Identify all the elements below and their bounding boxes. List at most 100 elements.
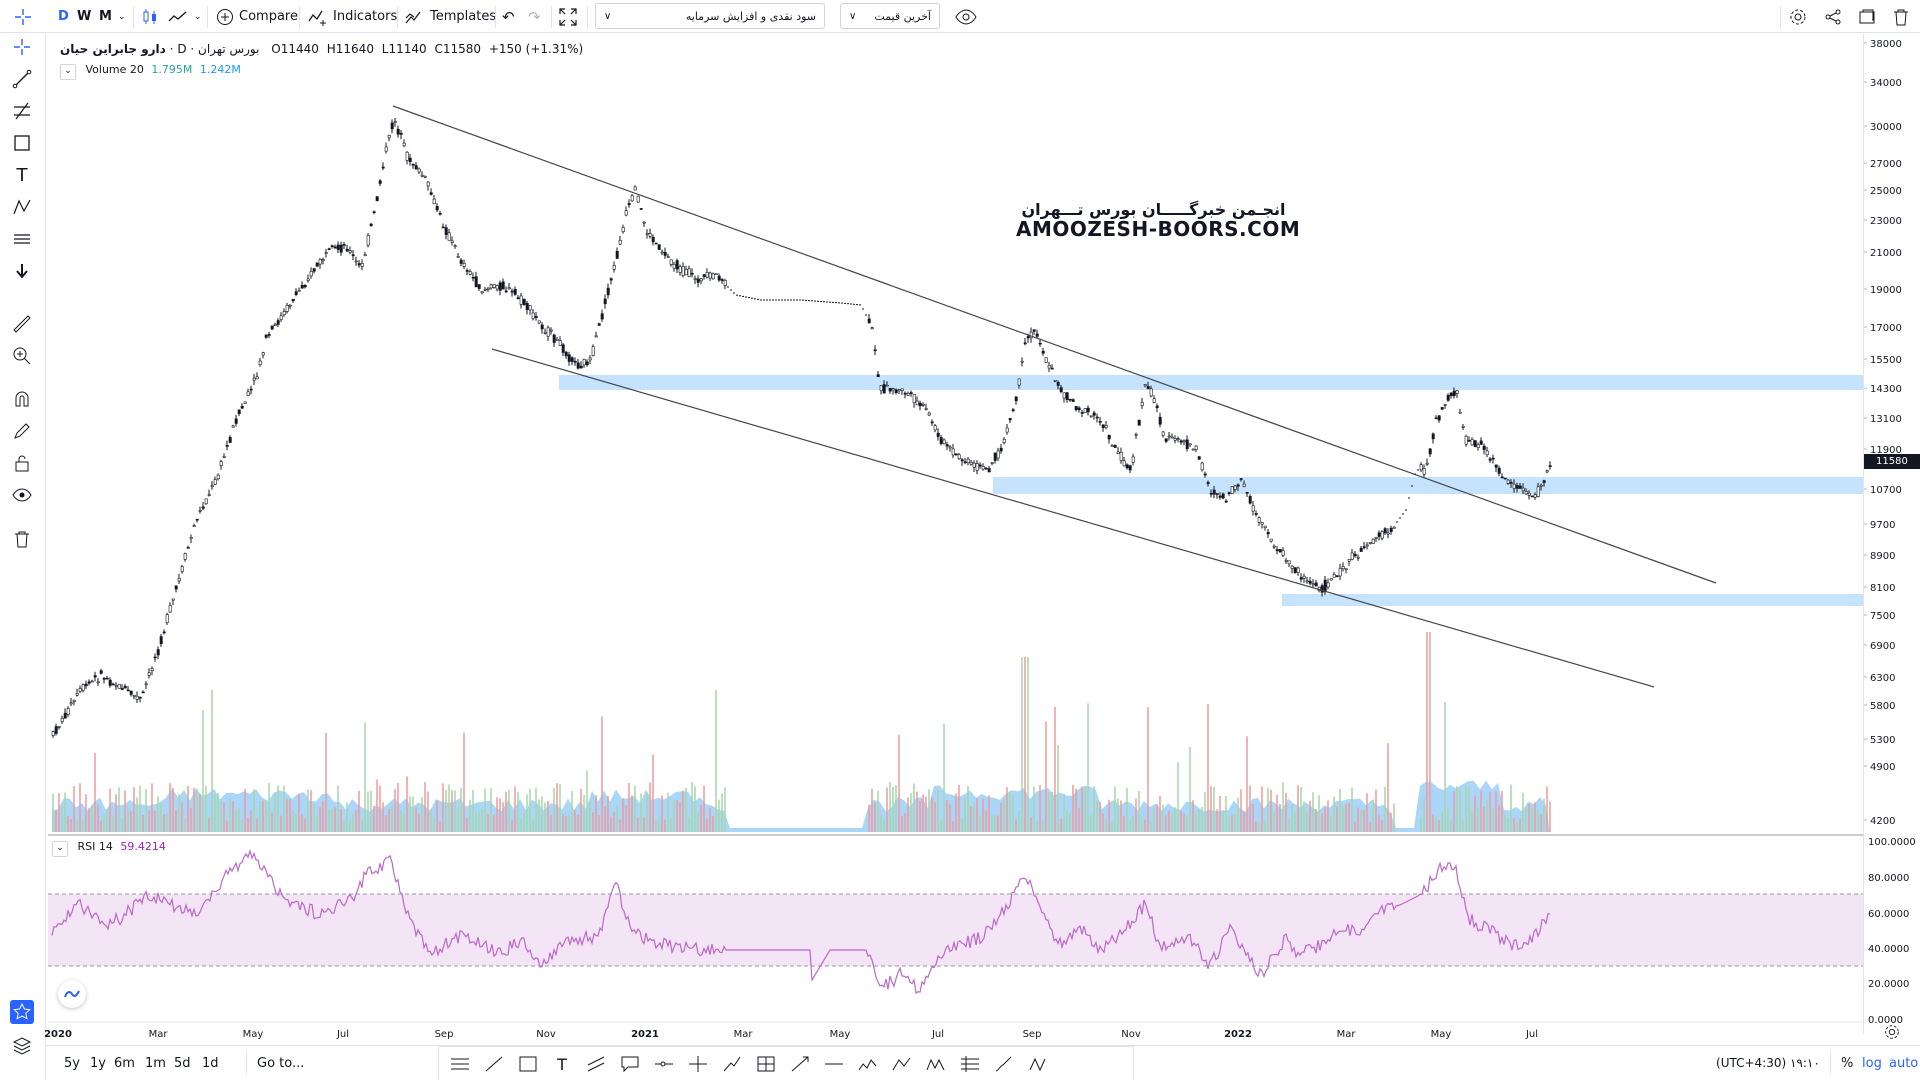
- line-chart-icon[interactable]: [168, 0, 188, 33]
- arrow-down-icon[interactable]: [10, 259, 34, 283]
- brush-icon[interactable]: [989, 1049, 1019, 1079]
- collapse-chevron-icon[interactable]: ⌄: [52, 841, 68, 857]
- eye-icon[interactable]: [955, 0, 977, 33]
- candles-icon[interactable]: [141, 0, 159, 33]
- time-axis-label: May: [243, 1029, 264, 1040]
- cross-line-icon[interactable]: [683, 1049, 713, 1079]
- lock-icon[interactable]: [10, 451, 34, 475]
- indicators-button[interactable]: Indicators: [308, 0, 397, 33]
- trash-icon[interactable]: [1893, 0, 1909, 33]
- compare-button[interactable]: Compare: [216, 0, 298, 33]
- volume-bar: [559, 784, 561, 832]
- volume-bar: [184, 818, 186, 832]
- templates-button[interactable]: Templates: [405, 0, 496, 33]
- interval-m[interactable]: M: [99, 9, 112, 24]
- range-1y[interactable]: 1y: [90, 1055, 106, 1071]
- pitchfork-icon[interactable]: [955, 1049, 985, 1079]
- ruler-icon[interactable]: [10, 312, 34, 336]
- fullscreen-icon[interactable]: [559, 0, 577, 33]
- text-tool-icon[interactable]: T: [16, 164, 28, 186]
- candle-body: [1527, 492, 1531, 496]
- volume-bar: [694, 786, 696, 832]
- grid-frame-icon[interactable]: [751, 1049, 781, 1079]
- candle-body: [1428, 448, 1432, 455]
- favorites-star-icon[interactable]: [10, 1000, 34, 1024]
- undo-icon[interactable]: ↶: [502, 7, 515, 26]
- candle-body: [270, 325, 274, 330]
- chevron-down-icon[interactable]: ⌄: [118, 11, 126, 22]
- candle-body: [936, 432, 940, 437]
- volume-bar: [1426, 632, 1428, 832]
- elliott-wave-icon[interactable]: [853, 1049, 883, 1079]
- magnet-icon[interactable]: [10, 387, 34, 411]
- candle-body: [99, 670, 103, 674]
- text-icon[interactable]: T: [557, 1054, 567, 1074]
- trend-line-icon[interactable]: [479, 1049, 509, 1079]
- pattern-tool-icon[interactable]: [10, 195, 34, 219]
- arrow-marker-icon[interactable]: [785, 1049, 815, 1079]
- range-5y[interactable]: 5y: [64, 1055, 80, 1071]
- rsi-label[interactable]: RSI 14: [77, 840, 113, 853]
- candle-body: [360, 263, 364, 267]
- candle-body: [207, 494, 211, 496]
- support-resistance-zone[interactable]: [1282, 594, 1863, 606]
- collapse-chevron-icon[interactable]: ⌄: [60, 64, 76, 80]
- support-resistance-zone[interactable]: [559, 375, 1863, 390]
- horizontal-ray-icon[interactable]: [649, 1049, 679, 1079]
- chart-settings-gear-icon[interactable]: [1883, 1023, 1901, 1045]
- fib-tool-icon[interactable]: [10, 99, 34, 123]
- timezone-button[interactable]: ۱۹:۱۰ (UTC+4:30): [1716, 1056, 1820, 1070]
- interval-w[interactable]: W: [77, 9, 92, 24]
- price-axis-label: 4200: [1870, 816, 1895, 827]
- trend-line-tool-icon[interactable]: [10, 67, 34, 91]
- trash-tool-icon[interactable]: [10, 527, 34, 551]
- prediction-tool-icon[interactable]: [10, 227, 34, 251]
- price-scale[interactable]: [1863, 34, 1920, 1034]
- eye-toggle-icon[interactable]: [10, 483, 34, 507]
- channel-icon[interactable]: [581, 1049, 611, 1079]
- volume-bar: [196, 788, 198, 832]
- range-1d[interactable]: 1d: [202, 1055, 219, 1071]
- share-icon[interactable]: [1824, 0, 1842, 33]
- volume-bar: [277, 785, 279, 832]
- horizontal-lines-icon[interactable]: [445, 1049, 475, 1079]
- settings-icon[interactable]: [1788, 0, 1808, 33]
- log-toggle[interactable]: log: [1862, 1055, 1882, 1071]
- long-horizontal-icon[interactable]: [819, 1049, 849, 1079]
- abc-wave-icon[interactable]: [887, 1049, 917, 1079]
- crosshair-tool-icon[interactable]: [10, 35, 34, 59]
- candle-body: [462, 263, 466, 267]
- volume-bar: [886, 787, 888, 832]
- chevron-down-icon[interactable]: ⌄: [194, 11, 202, 22]
- range-1m[interactable]: 1m: [145, 1055, 166, 1071]
- zoom-in-icon[interactable]: [10, 344, 34, 368]
- rectangle-icon[interactable]: [513, 1049, 543, 1079]
- snapshot-icon[interactable]: [1858, 0, 1876, 33]
- trend-line-upper[interactable]: [392, 105, 1717, 584]
- volume-label[interactable]: Volume 20: [85, 63, 144, 76]
- layers-icon[interactable]: [10, 1034, 34, 1058]
- main-chart[interactable]: 38000 34000 30000 27000 25000 23000 21000 19000…: [0, 0, 1920, 1045]
- redo-icon[interactable]: ↷: [528, 7, 541, 26]
- rectangle-tool-icon[interactable]: [10, 131, 34, 155]
- volume-bar: [271, 812, 273, 832]
- path-icon[interactable]: [717, 1049, 747, 1079]
- abcde-wave-icon[interactable]: [921, 1049, 951, 1079]
- trend-line-lower[interactable]: [491, 348, 1655, 688]
- range-5d[interactable]: 5d: [174, 1055, 191, 1071]
- range-6m[interactable]: 6m: [114, 1055, 135, 1071]
- adjustment-dropdown[interactable]: ∨ سود نقدی و افزایش سرمایه: [595, 3, 825, 29]
- tradingview-logo-icon[interactable]: [58, 980, 86, 1008]
- percent-toggle[interactable]: %: [1830, 1052, 1853, 1074]
- pattern-icon[interactable]: [1023, 1049, 1053, 1079]
- auto-toggle[interactable]: auto: [1889, 1055, 1919, 1071]
- volume-bar: [967, 785, 969, 832]
- volume-bar: [124, 790, 126, 832]
- crosshair-icon[interactable]: [14, 0, 32, 33]
- symbol-name[interactable]: دارو جابراین حیان: [60, 42, 166, 56]
- goto-button[interactable]: Go to...: [246, 1052, 304, 1074]
- pencil-lock-icon[interactable]: [10, 419, 34, 443]
- price-type-dropdown[interactable]: ∨ آخرین قیمت: [840, 3, 940, 29]
- callout-icon[interactable]: [615, 1049, 645, 1079]
- interval-d[interactable]: D: [58, 9, 69, 24]
